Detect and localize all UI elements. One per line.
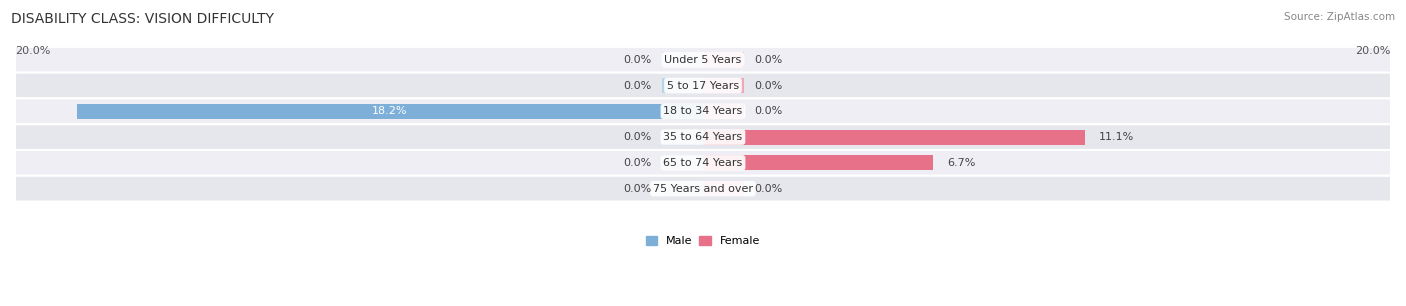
Legend: Male, Female: Male, Female bbox=[645, 235, 761, 248]
Text: 18.2%: 18.2% bbox=[373, 106, 408, 116]
Bar bbox=[703, 155, 934, 170]
Text: 35 to 64 Years: 35 to 64 Years bbox=[664, 132, 742, 142]
Text: 20.0%: 20.0% bbox=[1355, 46, 1391, 56]
Text: 65 to 74 Years: 65 to 74 Years bbox=[664, 158, 742, 168]
Bar bbox=[662, 155, 703, 170]
Text: 11.1%: 11.1% bbox=[1098, 132, 1133, 142]
FancyBboxPatch shape bbox=[15, 47, 1391, 73]
Bar bbox=[703, 181, 744, 196]
Text: 0.0%: 0.0% bbox=[623, 132, 651, 142]
Text: 75 Years and over: 75 Years and over bbox=[652, 184, 754, 194]
Bar bbox=[703, 130, 1085, 144]
Text: 0.0%: 0.0% bbox=[623, 80, 651, 91]
Bar bbox=[662, 181, 703, 196]
Text: 5 to 17 Years: 5 to 17 Years bbox=[666, 80, 740, 91]
Text: 0.0%: 0.0% bbox=[755, 106, 783, 116]
FancyBboxPatch shape bbox=[15, 73, 1391, 99]
Text: Source: ZipAtlas.com: Source: ZipAtlas.com bbox=[1284, 12, 1395, 22]
Bar bbox=[703, 52, 744, 67]
Text: 0.0%: 0.0% bbox=[755, 80, 783, 91]
FancyBboxPatch shape bbox=[15, 124, 1391, 150]
Text: 0.0%: 0.0% bbox=[623, 184, 651, 194]
Text: 20.0%: 20.0% bbox=[15, 46, 51, 56]
Bar bbox=[703, 104, 744, 119]
Bar bbox=[77, 104, 703, 119]
Bar bbox=[662, 78, 703, 93]
Text: Under 5 Years: Under 5 Years bbox=[665, 55, 741, 65]
FancyBboxPatch shape bbox=[15, 150, 1391, 176]
Text: DISABILITY CLASS: VISION DIFFICULTY: DISABILITY CLASS: VISION DIFFICULTY bbox=[11, 12, 274, 26]
Text: 18 to 34 Years: 18 to 34 Years bbox=[664, 106, 742, 116]
Bar bbox=[703, 78, 744, 93]
Text: 0.0%: 0.0% bbox=[755, 55, 783, 65]
Text: 0.0%: 0.0% bbox=[755, 184, 783, 194]
FancyBboxPatch shape bbox=[15, 99, 1391, 124]
FancyBboxPatch shape bbox=[15, 176, 1391, 202]
Text: 0.0%: 0.0% bbox=[623, 55, 651, 65]
Text: 0.0%: 0.0% bbox=[623, 158, 651, 168]
Bar bbox=[662, 52, 703, 67]
Bar bbox=[662, 130, 703, 144]
Text: 6.7%: 6.7% bbox=[948, 158, 976, 168]
